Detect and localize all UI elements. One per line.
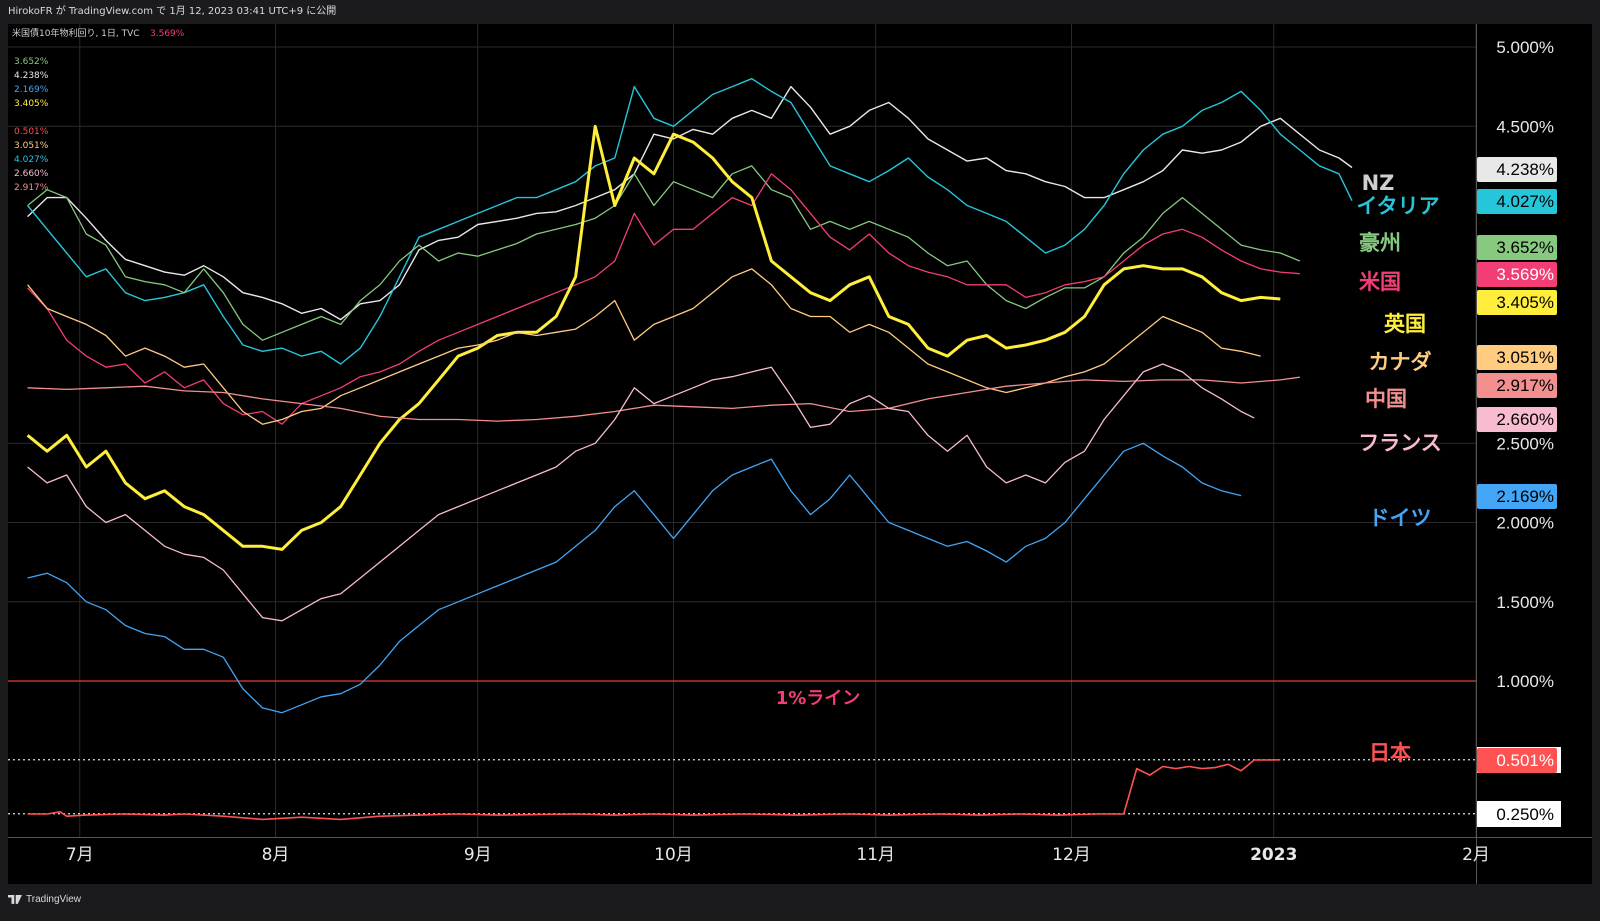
publish-info: HirokoFR が TradingView.com で 1月 12, 2023… [8, 6, 337, 17]
series-name-label: 米国 [1359, 270, 1401, 294]
price-axis-value-badge-bg [1477, 345, 1557, 370]
tradingview-logo-icon [8, 894, 22, 904]
series-name-label: イタリア [1356, 194, 1439, 218]
series-line-日本[interactable] [27, 759, 1281, 821]
price-axis-tick: 4.500% [1496, 117, 1554, 136]
series-name-label: ドイツ [1369, 506, 1432, 530]
time-axis-label: 9月 [464, 845, 492, 865]
chart-panel[interactable]: 1%ライン NZ イタリア豪州米国英国カナダ中国フランスドイツ日本 5.000% 4.5… [8, 24, 1592, 884]
price-axis-tick: 1.500% [1496, 593, 1554, 612]
indicator-legend-value[interactable]: 3.051% [14, 141, 49, 151]
price-axis-tick-bg [1477, 801, 1561, 827]
time-axis-label: 7月 [66, 845, 94, 865]
tradingview-brand-label: TradingView [26, 894, 82, 905]
symbol-info-value: 3.569% [150, 29, 185, 39]
series-line-ドイツ[interactable] [27, 442, 1242, 714]
indicator-legend-value[interactable]: 4.238% [14, 71, 49, 81]
footer-bar: TradingView [0, 884, 1600, 921]
series-line-中国[interactable] [27, 376, 1300, 422]
price-axis-value-badge[interactable]: 2.660% [1496, 410, 1554, 429]
price-axis-tick: 2.500% [1496, 434, 1554, 453]
series-line-NZ[interactable] [27, 85, 1353, 321]
series-name-label: 日本 [1369, 741, 1411, 765]
price-axis-value-badge-bg [1477, 373, 1557, 398]
series-name-label: カナダ [1369, 350, 1432, 374]
series-name-label: NZ [1362, 171, 1395, 195]
price-axis-value-badge[interactable]: 2.917% [1496, 376, 1554, 395]
indicator-legend-value[interactable]: 4.027% [14, 155, 49, 165]
price-axis-value-badge-bg [1477, 484, 1557, 509]
price-axis-value-badge-bg [1477, 235, 1557, 260]
time-axis-label: 11月 [856, 845, 895, 865]
series-line-米国[interactable] [27, 173, 1300, 425]
price-axis-tick: 2.000% [1496, 514, 1554, 533]
indicator-legend-value[interactable]: 2.917% [14, 183, 49, 193]
price-axis-value-badge[interactable]: 3.405% [1496, 293, 1554, 312]
indicator-legend-value[interactable]: 2.660% [14, 169, 49, 179]
series-line-豪州[interactable] [27, 165, 1301, 341]
price-axis-value-badge-bg [1477, 262, 1557, 287]
price-axis-value-badge[interactable]: 3.652% [1496, 238, 1554, 257]
price-axis-value-badge-bg [1477, 189, 1557, 214]
time-axis-label: 12月 [1052, 845, 1091, 865]
time-axis-label: 2月 [1462, 845, 1490, 865]
series-name-label: 豪州 [1359, 231, 1401, 255]
price-axis-tick: 1.000% [1496, 672, 1554, 691]
one-percent-line-label: 1%ライン [776, 688, 861, 709]
time-axis-label: 2023 [1250, 845, 1297, 865]
time-axis-label: 10月 [654, 845, 693, 865]
series-name-label: 英国 [1384, 312, 1426, 336]
price-axis-value-badge-bg [1477, 407, 1557, 432]
series-line-イタリア[interactable] [27, 78, 1353, 365]
series-line-カナダ[interactable] [27, 268, 1261, 425]
tradingview-brand[interactable]: TradingView [8, 894, 81, 905]
price-axis-value-badge[interactable]: 0.501% [1496, 751, 1554, 770]
indicator-legend-value[interactable]: 3.652% [14, 57, 49, 67]
series-line-フランス[interactable] [27, 363, 1255, 622]
price-axis-tick: 5.000% [1496, 38, 1554, 57]
series-name-label: 中国 [1365, 387, 1407, 411]
price-axis-value-badge[interactable]: 4.027% [1496, 192, 1554, 211]
series-name-label: フランス [1358, 431, 1442, 455]
indicator-legend-value[interactable]: 0.501% [14, 127, 49, 137]
indicator-legend-value[interactable]: 2.169% [14, 85, 49, 95]
price-axis-value-badge[interactable]: 2.169% [1496, 487, 1554, 506]
indicator-legend-value[interactable]: 3.405% [14, 99, 49, 109]
time-axis-label: 8月 [262, 845, 290, 865]
series-line-英国[interactable] [26, 124, 1281, 551]
price-axis-value-badge-bg [1477, 157, 1557, 182]
price-axis-value-badge[interactable]: 3.051% [1496, 348, 1554, 367]
price-axis-value-badge[interactable]: 3.569% [1496, 265, 1554, 284]
price-axis-value-badge-bg [1477, 748, 1557, 773]
price-axis-value-badge-bg [1477, 290, 1557, 315]
price-axis-value-badge[interactable]: 4.238% [1496, 160, 1554, 179]
price-axis-tick: 0.250% [1496, 805, 1554, 824]
symbol-info-label[interactable]: 米国債10年物利回り, 1日, TVC [12, 27, 140, 39]
